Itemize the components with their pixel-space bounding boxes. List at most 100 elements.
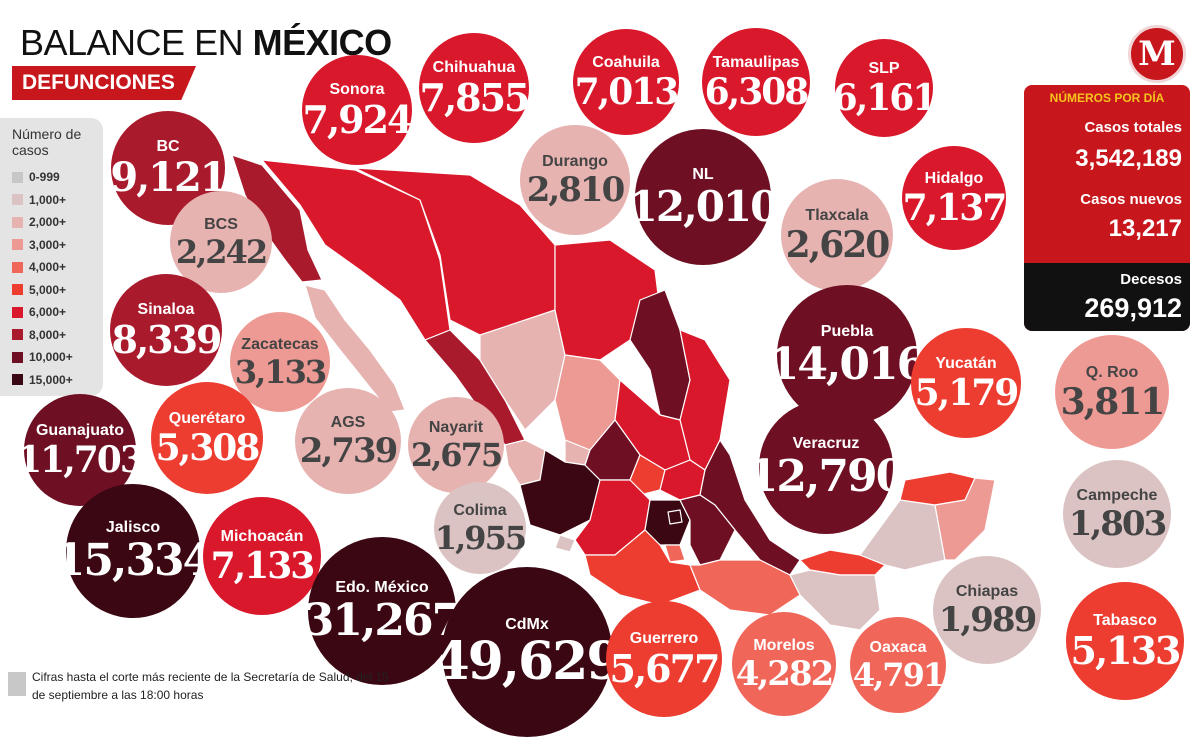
legend-swatch	[12, 194, 23, 205]
state-name: Zacatecas	[241, 336, 319, 353]
legend-label: 2,000+	[29, 215, 67, 229]
state-bubble: NL 12,010	[629, 129, 779, 265]
state-name: Sonora	[329, 81, 385, 98]
state-value: 7,013	[574, 71, 680, 113]
state-bubble: Nayarit 2,675	[408, 397, 504, 493]
legend-label: 5,000+	[29, 282, 67, 297]
state-bubble: Tlaxcala 2,620	[781, 179, 893, 291]
state-name: Morelos	[753, 637, 815, 654]
legend-label: 6,000+	[29, 305, 67, 319]
legend-swatch	[12, 306, 23, 318]
state-name: Guanajuato	[35, 422, 124, 439]
state-value: 3,811	[1060, 381, 1166, 423]
legend-label: 0-999	[29, 170, 60, 184]
state-value: 7,137	[902, 187, 1008, 229]
state-name: Campeche	[1076, 487, 1158, 504]
state-value: 6,308	[704, 71, 810, 113]
state-bubble: Campeche 1,803	[1063, 460, 1171, 568]
state-bubble: Veracruz 12,790	[748, 400, 906, 534]
state-value: 5,677	[609, 646, 721, 691]
state-bubble: Sinaloa 8,339	[110, 274, 223, 386]
state-value: 1,955	[434, 519, 527, 557]
state-name: Hidalgo	[924, 170, 984, 187]
state-bubble: SLP 6,161	[832, 39, 938, 137]
state-name: Puebla	[820, 323, 874, 340]
state-bubble: Coahuila 7,013	[573, 29, 679, 135]
state-name: Tlaxcala	[805, 207, 869, 224]
legend-swatch	[12, 374, 23, 385]
legend-swatch	[12, 284, 23, 295]
state-value: 7,133	[210, 545, 316, 587]
state-value: 3,133	[234, 353, 327, 391]
state-name: AGS	[330, 414, 366, 431]
state-bubble: Chiapas 1,989	[933, 556, 1041, 664]
state-value: 1,989	[938, 600, 1037, 640]
state-name: BCS	[204, 216, 238, 233]
legend-label: 10,000+	[29, 350, 73, 364]
state-name: Veracruz	[792, 435, 860, 452]
state-bubble: BCS 2,242	[170, 191, 272, 293]
legend-item: 2,000+	[12, 215, 66, 229]
state-bubble: Tabasco 5,133	[1066, 582, 1184, 700]
subtitle-banner: DEFUNCIONES	[12, 66, 196, 100]
legend-label: 8,000+	[29, 327, 67, 342]
state-name: Chiapas	[955, 583, 1019, 600]
state-name: BC	[156, 138, 180, 155]
state-name: Michoacán	[220, 528, 304, 545]
state-value: 2,739	[299, 431, 398, 471]
legend-title: Número de casos	[12, 126, 82, 158]
legend: Número de casos 0-999 1,000+ 2,000+ 3,000+ 4…	[0, 118, 103, 396]
legend-item: 4,000+	[12, 260, 66, 274]
legend-item: 5,000+	[12, 283, 66, 297]
legend-swatch	[12, 261, 23, 273]
state-name: Guerrero	[629, 630, 699, 647]
legend-item: 0-999	[12, 170, 60, 184]
state-name: CdMx	[505, 616, 549, 633]
total-cases-label: Casos totales	[1084, 119, 1182, 136]
legend-item: 3,000+	[12, 238, 66, 252]
state-bubble: Querétaro 5,308	[151, 382, 263, 494]
state-bubble: AGS 2,739	[295, 388, 401, 494]
legend-label: 1,000+	[29, 192, 67, 207]
new-cases-value: 13,217	[1108, 215, 1182, 242]
state-name: Chihuahua	[432, 59, 516, 76]
legend-swatch	[12, 239, 23, 250]
state-name: Q. Roo	[1085, 364, 1139, 381]
state-value: 4,791	[852, 656, 945, 694]
state-value: 7,924	[302, 97, 414, 142]
state-name: Nayarit	[428, 419, 484, 436]
state-bubble: Tamaulipas 6,308	[702, 28, 810, 136]
legend-item: 15,000+	[12, 373, 73, 387]
state-name: SLP	[868, 60, 900, 77]
state-name: Tamaulipas	[712, 54, 800, 71]
state-bubble: Zacatecas 3,133	[230, 312, 330, 412]
state-bubble: Yucatán 5,179	[911, 328, 1021, 438]
legend-label: 4,000+	[29, 260, 67, 274]
state-name: Edo. México	[335, 579, 429, 596]
state-name: NL	[692, 166, 714, 183]
legend-swatch	[12, 351, 23, 363]
state-name: Colima	[453, 502, 507, 519]
milenio-logo: M	[1128, 25, 1186, 83]
state-bubble: Oaxaca 4,791	[850, 617, 946, 713]
state-value: 4,282	[735, 654, 834, 694]
deaths-label: Decesos	[1120, 271, 1182, 288]
state-bubble: Michoacán 7,133	[203, 497, 321, 615]
legend-item: 10,000+	[12, 350, 73, 364]
source-note: Cifras hasta el corte más reciente de la…	[32, 670, 389, 702]
state-name: Querétaro	[168, 410, 246, 427]
state-bubble: Guerrero 5,677	[606, 601, 722, 717]
state-value: 1,803	[1068, 504, 1167, 544]
state-bubble: Guanajuato 11,703	[17, 394, 145, 506]
state-value: 6,161	[832, 77, 938, 119]
state-value: 2,810	[526, 170, 625, 210]
state-value: 5,133	[1070, 628, 1182, 673]
state-value: 5,179	[914, 372, 1020, 414]
state-name: Oaxaca	[869, 639, 927, 656]
state-bubble: Q. Roo 3,811	[1055, 335, 1169, 449]
state-value: 12,790	[747, 451, 906, 502]
legend-swatch	[12, 329, 23, 340]
state-value: 5,308	[155, 427, 261, 469]
title-light: BALANCE EN	[20, 22, 244, 63]
state-name: Coahuila	[592, 54, 660, 71]
